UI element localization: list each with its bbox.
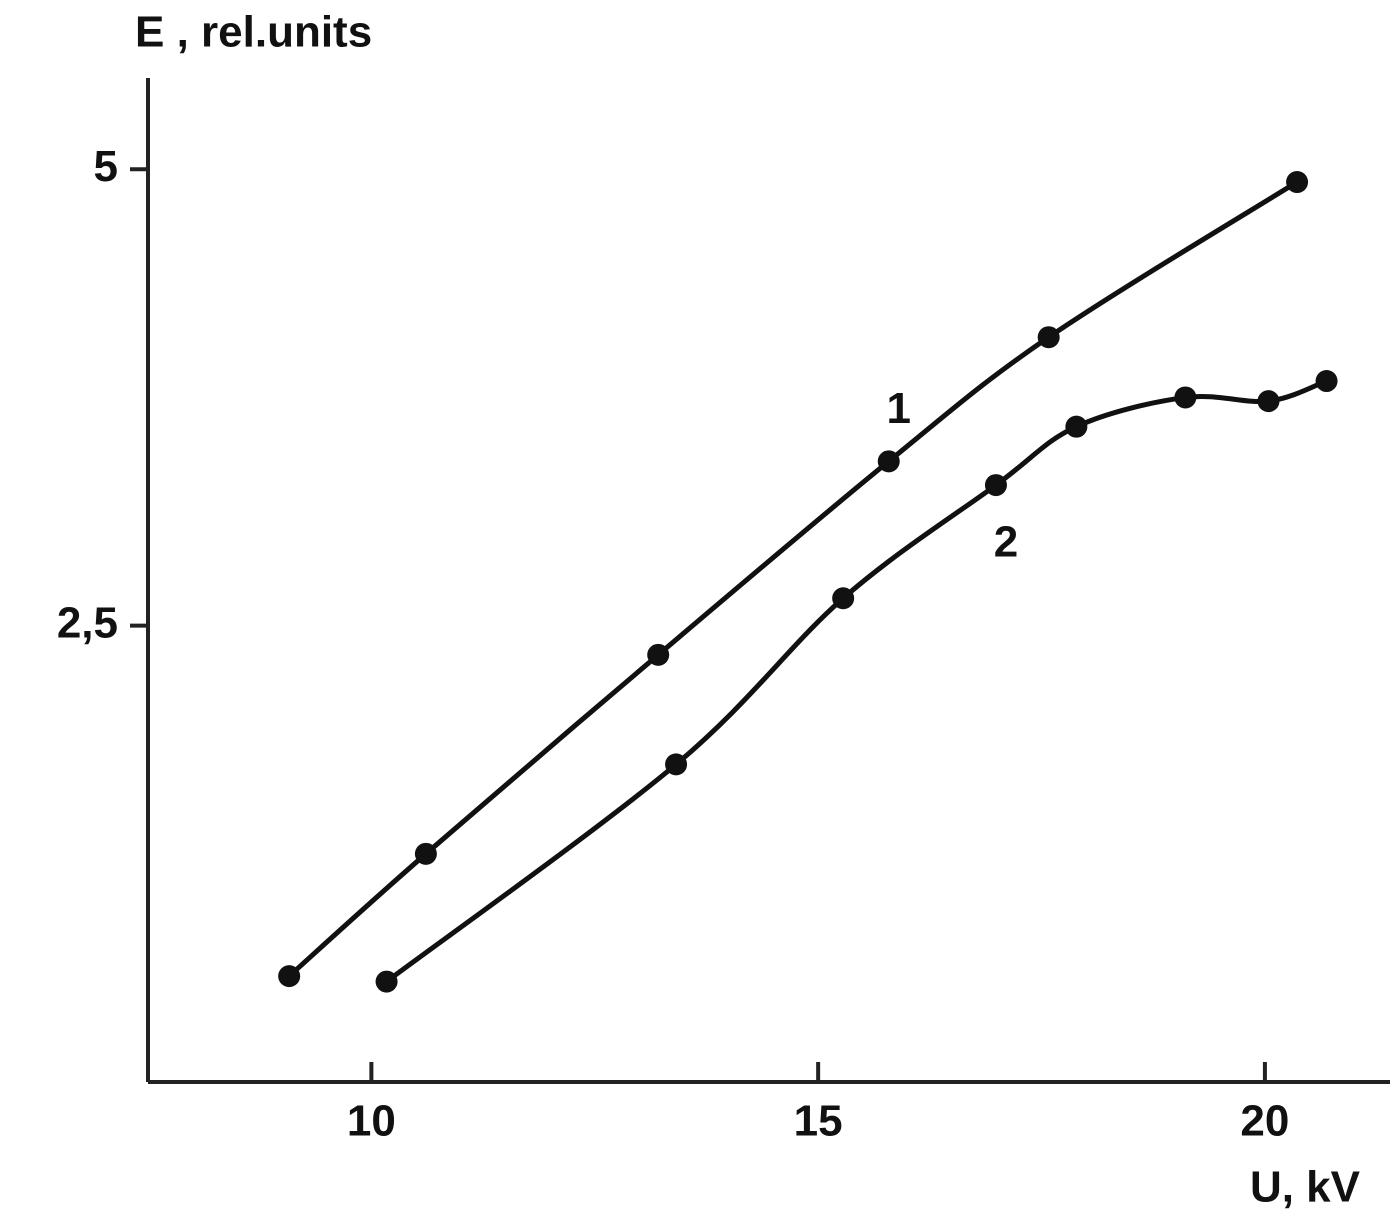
marker — [832, 587, 855, 610]
curve-label: 1 — [886, 384, 910, 433]
marker — [1065, 415, 1088, 438]
marker — [647, 643, 670, 666]
x-tick-label: 10 — [347, 1097, 396, 1146]
x-tick-label: 15 — [794, 1097, 843, 1146]
marker — [665, 753, 688, 776]
y-tick-label: 5 — [94, 142, 118, 191]
marker — [278, 965, 301, 988]
x-axis-label: U, kV — [1250, 1163, 1361, 1212]
curve-label: 2 — [994, 518, 1018, 567]
marker — [1257, 390, 1280, 413]
marker — [1315, 370, 1338, 393]
marker — [1286, 171, 1309, 194]
x-tick-label: 20 — [1240, 1097, 1289, 1146]
marker — [414, 842, 437, 865]
line — [385, 378, 1328, 984]
marker — [375, 970, 398, 993]
marker — [984, 474, 1007, 497]
marker — [1037, 326, 1060, 349]
y-tick-label: 2,5 — [57, 598, 118, 647]
marker — [877, 450, 900, 473]
marker — [1174, 386, 1197, 409]
y-axis-label: E , rel.units — [135, 8, 372, 57]
line — [287, 179, 1299, 978]
